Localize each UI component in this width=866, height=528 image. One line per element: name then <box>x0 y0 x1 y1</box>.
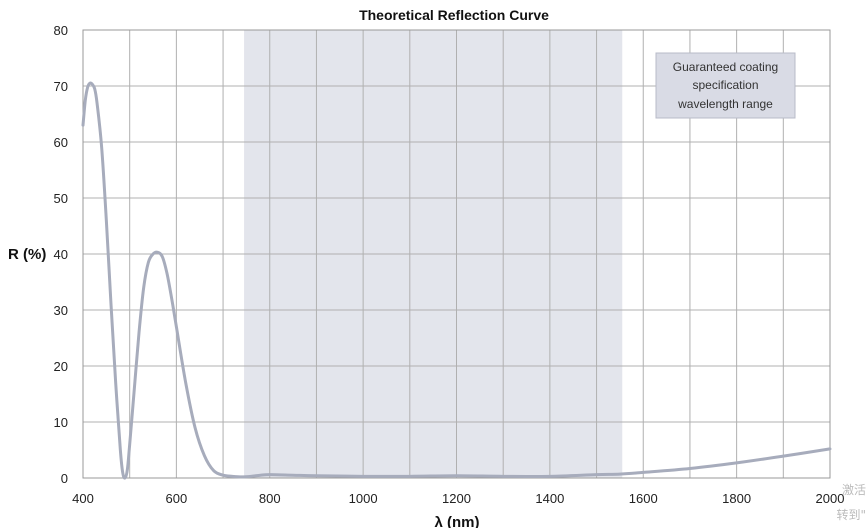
x-tick-label: 800 <box>259 491 281 506</box>
annotation-line-1: Guaranteed coating <box>673 60 778 74</box>
y-tick-label: 70 <box>54 79 68 94</box>
x-tick-label: 1400 <box>535 491 564 506</box>
series-line-reflection <box>81 81 832 480</box>
x-tick-label: 1600 <box>629 491 658 506</box>
x-tick-label: 400 <box>72 491 94 506</box>
y-tick-label: 10 <box>54 415 68 430</box>
y-tick-label: 80 <box>54 23 68 38</box>
y-tick-label: 30 <box>54 303 68 318</box>
annotation-box: Guaranteed coating specification wavelen… <box>655 52 796 119</box>
y-tick-label: 20 <box>54 359 68 374</box>
x-tick-label: 600 <box>166 491 188 506</box>
y-tick-label: 60 <box>54 135 68 150</box>
x-tick-label: 1200 <box>442 491 471 506</box>
watermark-text-line-1: 激活 <box>841 483 866 497</box>
watermark-text-line-2: 转到" <box>836 508 866 522</box>
y-tick-label: 50 <box>54 191 68 206</box>
x-tick-label: 1800 <box>722 491 751 506</box>
annotation-line-3: wavelength range <box>677 97 773 111</box>
x-tick-label: 2000 <box>816 491 845 506</box>
plot-frame <box>82 29 831 479</box>
x-axis-label: λ (nm) <box>435 514 480 528</box>
chart-title: Theoretical Reflection Curve <box>359 7 549 23</box>
y-tick-label: 0 <box>61 471 68 486</box>
y-tick-labels: 0 10 20 30 40 50 60 70 80 <box>54 23 68 486</box>
y-axis-label: R (%) <box>8 246 46 263</box>
annotation-line-2: specification <box>692 78 758 92</box>
x-tick-label: 1000 <box>349 491 378 506</box>
y-tick-label: 40 <box>54 247 68 262</box>
x-tick-labels: 400 600 800 1000 1200 1400 1600 1800 2000 <box>72 491 844 506</box>
